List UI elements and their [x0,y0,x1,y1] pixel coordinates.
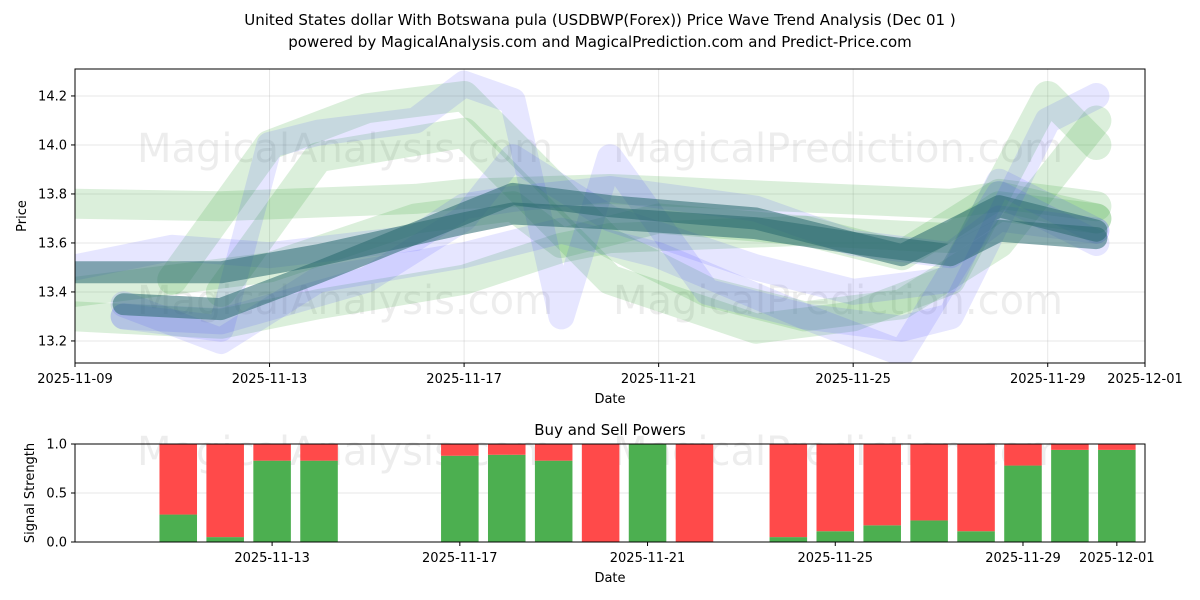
signal-x-tick-label: 2025-11-17 [422,551,498,566]
buy-bar [441,455,479,542]
sell-bar [1051,444,1089,450]
buy-bar [487,454,526,542]
sell-bar [441,444,479,456]
buy-bar [769,537,808,542]
price-y-tick-label: 14.0 [38,138,67,153]
buy-sell-xlabel: Date [594,571,625,586]
price-x-tick-label: 2025-12-01 [1107,372,1183,387]
buy-sell-axes: 2025-11-13 2025-11-17 2025-11-21 2025-11-25… [46,438,1154,567]
sell-bar [816,444,855,532]
price-x-tick-label: 2025-11-29 [1010,372,1086,387]
price-wave-chart: MagicalAnalysis.com MagicalPrediction.co… [15,68,1183,407]
price-x-tick-label: 2025-11-13 [232,372,308,387]
buy-bar [957,531,995,542]
signal-y-tick-label: 1.0 [46,438,67,453]
price-x-tick-label: 2025-11-09 [37,372,113,387]
buy-sell-ylabel: Signal Strength [23,443,38,543]
wave-line-teal-wave-1 [75,202,1108,284]
buy-bar [534,460,573,542]
buy-bar [910,520,948,542]
watermark-prediction-top: MagicalPrediction.com [613,126,1063,172]
buy-bar [159,514,198,542]
signal-x-tick-label: 2025-11-25 [797,551,873,566]
buy-bar [1004,465,1042,542]
sell-bar [159,444,198,515]
signal-x-tick-label: 2025-11-13 [234,551,310,566]
chart-title-line2: powered by MagicalAnalysis.com and Magic… [288,33,912,51]
buy-sell-chart: Buy and Sell Powers MagicalAnalysis.com … [23,421,1155,586]
watermark-analysis-bottom: MagicalAnalysis.com [137,429,553,475]
sell-bar [1098,444,1136,450]
sell-bar [675,444,714,542]
price-y-tick-label: 13.2 [38,334,67,349]
sell-bar [957,444,995,532]
price-chart-frame [74,68,1146,364]
price-y-tick-label: 13.6 [38,236,67,251]
buy-bar [253,460,291,542]
price-x-tick-label: 2025-11-25 [815,372,891,387]
sell-bar [863,444,901,526]
sell-bar [534,444,573,461]
price-y-tick-label: 14.2 [38,89,67,104]
buy-bar [1098,449,1136,542]
price-y-tick-label: 13.4 [38,285,67,300]
buy-bar [628,444,667,542]
wave-line-green-wave-4 [157,81,1112,332]
signal-x-tick-label: 2025-11-21 [610,551,686,566]
signal-y-tick-label: 0.5 [46,487,67,502]
signal-y-tick-label: 0.0 [46,536,67,551]
sell-bar [769,444,808,538]
buy-bar [1051,449,1089,542]
price-x-tick-label: 2025-11-21 [621,372,697,387]
sell-bar [300,444,338,461]
buy-bar [206,537,244,542]
price-wave-series [75,70,1112,363]
price-y-tick-label: 13.8 [38,187,67,202]
sell-bar [253,444,291,461]
price-x-tick-label: 2025-11-17 [426,372,502,387]
wave-line-blue-wave-3 [110,180,1110,363]
watermark-prediction-mid: MagicalPrediction.com [613,278,1063,324]
wave-line-green-wave-5 [205,81,1112,344]
signal-x-tick-label: 2025-11-29 [985,551,1061,566]
buy-sell-title: Buy and Sell Powers [534,421,686,439]
sell-bar [1004,444,1042,466]
price-chart-axes: 2025-11-09 2025-11-13 2025-11-17 2025-11-21… [37,89,1183,387]
signal-x-tick-label: 2025-12-01 [1079,551,1155,566]
price-chart-ylabel: Price [15,200,30,232]
buy-sell-bars [159,444,1136,542]
price-chart-xlabel: Date [594,392,625,407]
wave-line-teal-wave-2 [112,182,1108,321]
wave-line-blue-wave-2 [110,70,1110,342]
sell-bar [487,444,526,455]
buy-bar [816,531,855,542]
chart-title-line1: United States dollar With Botswana pula … [244,11,955,29]
watermark-analysis-top: MagicalAnalysis.com [137,126,553,172]
buy-bar [863,525,901,542]
sell-bar [910,444,948,521]
sell-bar [581,444,620,542]
sell-bar [206,444,244,538]
buy-bar [300,460,338,542]
